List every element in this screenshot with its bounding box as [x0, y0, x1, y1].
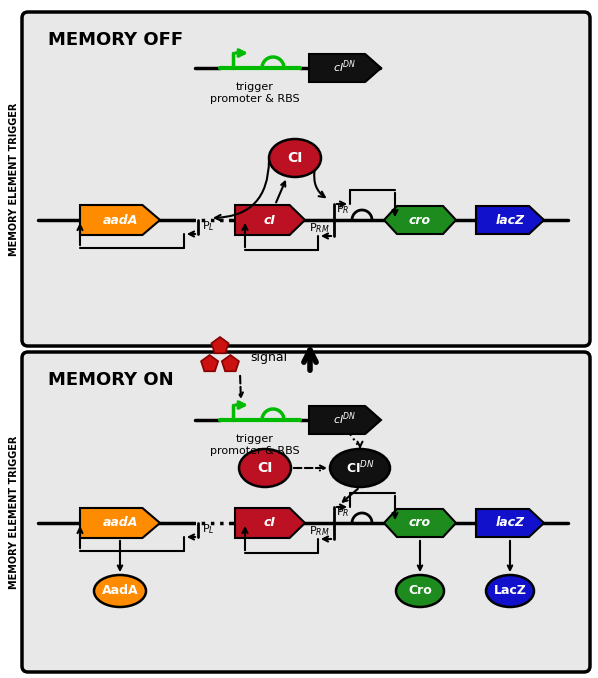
- Polygon shape: [212, 337, 228, 353]
- Text: LacZ: LacZ: [493, 584, 526, 597]
- Polygon shape: [222, 355, 239, 372]
- Text: MEMORY ELEMENT TRIGGER: MEMORY ELEMENT TRIGGER: [9, 102, 19, 256]
- Polygon shape: [476, 509, 544, 537]
- Text: P$_{RM}$: P$_{RM}$: [309, 221, 330, 235]
- Polygon shape: [235, 508, 305, 538]
- FancyBboxPatch shape: [22, 352, 590, 672]
- Ellipse shape: [486, 575, 534, 607]
- Text: CI: CI: [257, 461, 273, 475]
- Polygon shape: [476, 206, 544, 234]
- Ellipse shape: [239, 449, 291, 487]
- Text: $cI$$^{DN}$: $cI$$^{DN}$: [334, 59, 356, 75]
- Ellipse shape: [94, 575, 146, 607]
- Text: aadA: aadA: [102, 214, 138, 226]
- Text: CI$^{DN}$: CI$^{DN}$: [346, 460, 374, 477]
- Text: $cI$$^{DN}$: $cI$$^{DN}$: [334, 411, 356, 427]
- Text: P$_L$: P$_L$: [202, 219, 215, 233]
- Text: cI: cI: [264, 517, 276, 530]
- Ellipse shape: [269, 139, 321, 177]
- Text: Cro: Cro: [408, 584, 432, 597]
- Text: P$_L$: P$_L$: [202, 522, 215, 536]
- Text: P$_R$: P$_R$: [336, 202, 349, 216]
- Text: aadA: aadA: [102, 517, 138, 530]
- Polygon shape: [309, 406, 381, 434]
- Polygon shape: [201, 355, 218, 372]
- Polygon shape: [384, 509, 456, 537]
- Text: AadA: AadA: [102, 584, 138, 597]
- Polygon shape: [384, 206, 456, 234]
- Text: signal: signal: [250, 351, 287, 365]
- FancyBboxPatch shape: [22, 12, 590, 346]
- Ellipse shape: [396, 575, 444, 607]
- Text: lacZ: lacZ: [495, 517, 524, 530]
- Text: CI: CI: [287, 151, 303, 165]
- Text: cI: cI: [264, 214, 276, 226]
- Text: trigger: trigger: [236, 434, 274, 444]
- Text: lacZ: lacZ: [495, 214, 524, 226]
- Polygon shape: [235, 205, 305, 235]
- Text: cro: cro: [409, 214, 431, 226]
- Text: MEMORY OFF: MEMORY OFF: [48, 31, 183, 49]
- Text: P$_R$: P$_R$: [336, 505, 349, 519]
- Text: cro: cro: [409, 517, 431, 530]
- Text: promoter & RBS: promoter & RBS: [210, 94, 300, 104]
- Polygon shape: [309, 54, 381, 82]
- Polygon shape: [80, 205, 160, 235]
- Text: promoter & RBS: promoter & RBS: [210, 446, 300, 456]
- Text: MEMORY ON: MEMORY ON: [48, 371, 173, 389]
- Polygon shape: [80, 508, 160, 538]
- Text: trigger: trigger: [236, 82, 274, 92]
- Text: MEMORY ELEMENT TRIGGER: MEMORY ELEMENT TRIGGER: [9, 435, 19, 589]
- Ellipse shape: [330, 449, 390, 487]
- Text: P$_{RM}$: P$_{RM}$: [309, 524, 330, 538]
